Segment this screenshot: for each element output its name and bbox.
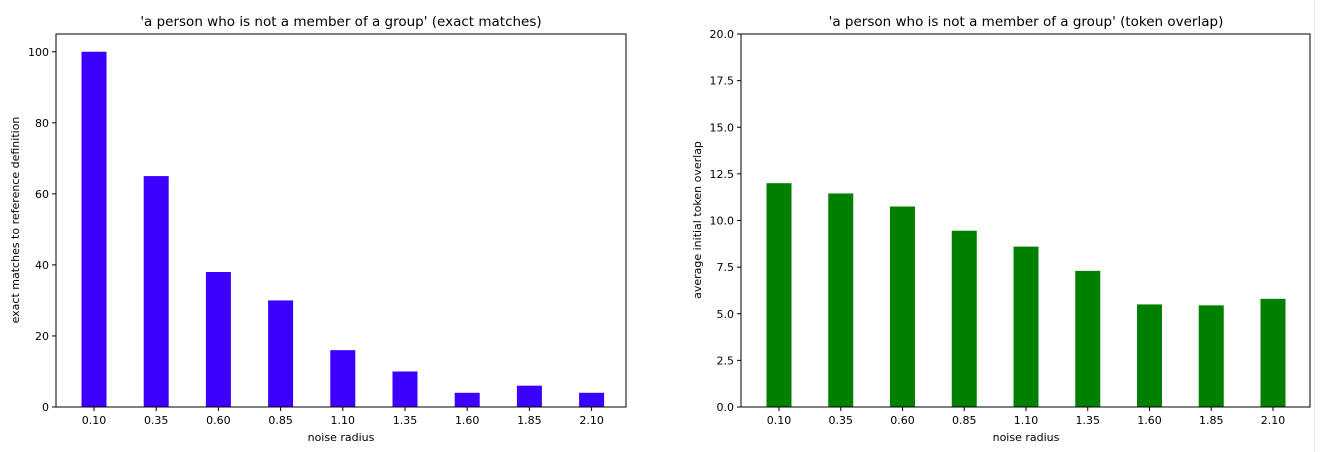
window-edge [1314,0,1315,452]
plot-frame [55,33,627,408]
x-tick-label: 0.10 [82,414,107,427]
y-tick-label: 12.5 [710,168,735,181]
bar-1.35 [1075,270,1101,407]
bar-1.60 [1137,304,1162,407]
x-tick-label: 0.85 [268,414,293,427]
bar-0.60 [890,206,915,407]
bar-2.10 [1260,298,1286,407]
bar-1.85 [1198,305,1224,407]
token-overlap-chart: 'a person who is not a member of a group… [691,14,1311,444]
x-tick-label: 1.35 [393,414,418,427]
bar-2.10 [579,392,605,407]
bar-1.85 [516,385,542,407]
y-tick-label: 0.0 [717,401,735,414]
y-tick-label: 20.0 [710,28,735,41]
x-tick-label: 0.60 [890,414,915,427]
chart-title: 'a person who is not a member of a group… [829,14,1224,30]
y-axis-ticks: 0 20 40 60 80 100 [28,46,56,414]
y-tick-label: 10.0 [710,215,735,228]
x-tick-label: 1.85 [517,414,542,427]
exact-matches-chart: 'a person who is not a member of a group… [9,14,627,444]
x-tick-label: 1.85 [1199,414,1224,427]
bar-0.60 [205,272,231,407]
x-tick-label: 1.10 [1014,414,1039,427]
x-tick-label: 0.85 [952,414,977,427]
bars [766,183,1286,407]
x-tick-label: 0.35 [829,414,854,427]
y-axis-label: average initial token overlap [691,141,704,299]
x-axis-ticks: 0.10 0.35 0.60 0.85 1.10 1.35 1.60 1.85 2.10 [767,407,1286,427]
x-tick-label: 0.35 [144,414,169,427]
y-tick-label: 2.5 [717,354,735,367]
y-tick-label: 40 [35,259,49,272]
y-tick-label: 100 [28,46,49,59]
bar-1.10 [1013,246,1039,407]
bar-0.10 [81,51,107,408]
x-tick-label: 2.10 [579,414,604,427]
y-tick-label: 7.5 [717,261,735,274]
bar-1.35 [392,371,418,407]
x-tick-label: 2.10 [1261,414,1286,427]
bar-0.35 [828,193,854,407]
y-axis-ticks: 0.0 2.5 5.0 7.5 10.0 12.5 15.0 17.5 20.0 [710,28,741,414]
x-tick-label: 0.10 [767,414,792,427]
bar-0.85 [268,300,294,407]
bar-1.60 [454,392,480,407]
y-tick-label: 60 [35,188,49,201]
x-axis-label: noise radius [308,431,375,444]
bar-0.35 [143,176,169,407]
x-tick-label: 0.60 [206,414,231,427]
y-tick-label: 15.0 [710,121,735,134]
bars [81,51,605,408]
x-tick-label: 1.10 [331,414,356,427]
y-tick-label: 0 [42,401,49,414]
bar-0.10 [766,183,792,407]
x-tick-label: 1.35 [1076,414,1101,427]
chart-title: 'a person who is not a member of a group… [140,14,541,30]
y-tick-label: 80 [35,117,49,130]
y-tick-label: 17.5 [710,75,735,88]
bar-0.85 [951,230,977,407]
y-tick-label: 5.0 [717,308,735,321]
x-tick-label: 1.60 [455,414,480,427]
x-tick-label: 1.60 [1137,414,1162,427]
x-axis-label: noise radius [993,431,1060,444]
x-axis-ticks: 0.10 0.35 0.60 0.85 1.10 1.35 1.60 1.85 2.10 [82,407,604,427]
y-axis-label: exact matches to reference definition [9,117,22,324]
y-tick-label: 20 [35,330,49,343]
bar-1.10 [330,350,356,407]
